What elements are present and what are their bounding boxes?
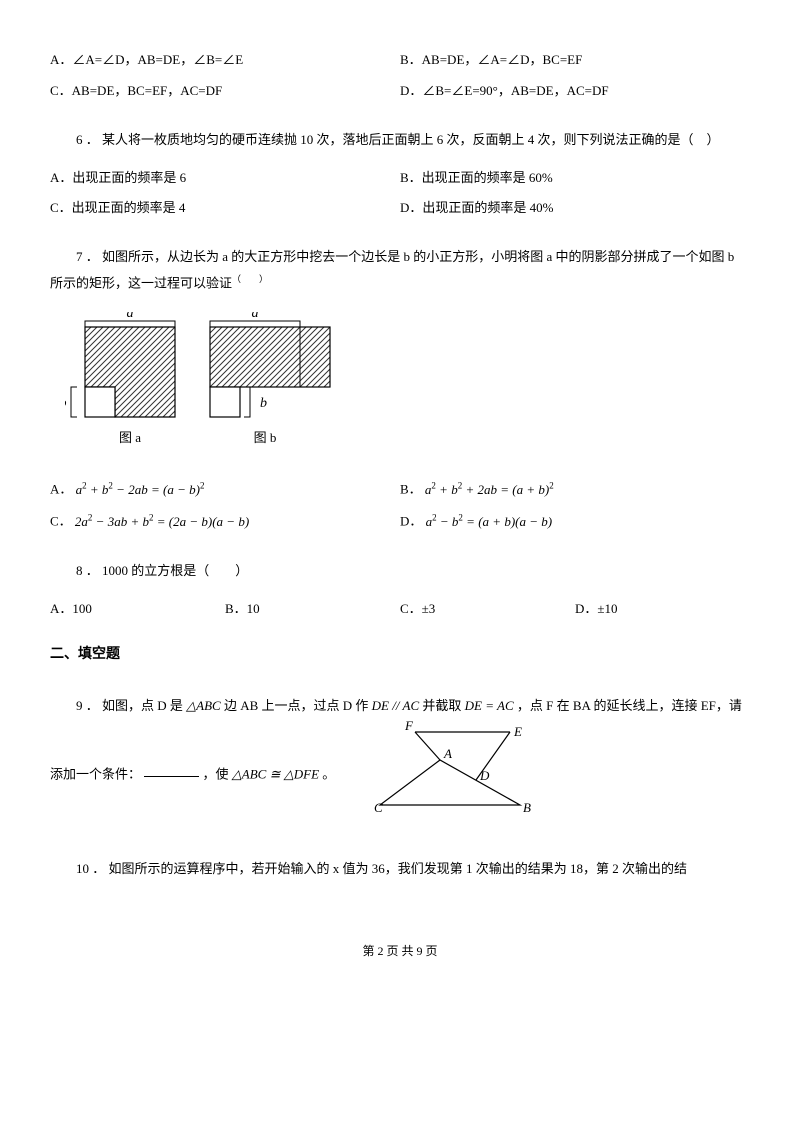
q7-paren: （ ） <box>232 274 268 284</box>
q6-opt-b: B．出现正面的频率是 60% <box>400 168 750 189</box>
q7-opt-a: A． a2 + b2 − 2ab = (a − b)2 <box>50 478 400 500</box>
q7-figA-top-label: a <box>127 312 134 321</box>
section2-title: 二、填空题 <box>50 644 750 666</box>
q7-figB-top-label: a <box>252 312 259 321</box>
q9-p1: 9 ． 如图，点 D 是 <box>76 698 183 713</box>
q6-stem: 6 ． 某人将一枚质地均匀的硬币连续抛 10 次，落地后正面朝上 6 次，反面朝… <box>50 127 750 153</box>
q7-opt-c: C． 2a2 − 3ab + b2 = (2a − b)(a − b) <box>50 510 400 532</box>
q7-opt-b: B． a2 + b2 + 2ab = (a + b)2 <box>400 478 750 500</box>
q6-opt-a: A．出现正面的频率是 6 <box>50 168 400 189</box>
page-footer: 第 2 页 共 9 页 <box>50 942 750 961</box>
q8-opt-b: B．10 <box>225 599 400 620</box>
q9-figure: C B A D F E <box>344 720 540 831</box>
q7-optB-prefix: B． <box>400 482 422 497</box>
q5-row1: A．∠A=∠D，AB=DE，∠B=∠E B．AB=DE，∠A=∠D，BC=EF <box>50 50 750 71</box>
q9-period: 。 <box>322 767 335 782</box>
q7-figA-left-label: b <box>65 396 67 411</box>
q9-label-C: C <box>374 800 383 815</box>
q6-row2: C．出现正面的频率是 4 D．出现正面的频率是 40% <box>50 198 750 219</box>
q7-stem: 7 ． 如图所示，从边长为 a 的大正方形中挖去一个边长是 b 的小正方形，小明… <box>50 244 750 296</box>
q9-label-A: A <box>443 746 452 761</box>
q7-opt-d: D． a2 − b2 = (a + b)(a − b) <box>400 510 750 532</box>
q9-cond2: DE = AC <box>465 698 514 713</box>
q6-row1: A．出现正面的频率是 6 B．出现正面的频率是 60% <box>50 168 750 189</box>
q5-opt-b: B．AB=DE，∠A=∠D，BC=EF <box>400 50 750 71</box>
q9-label-D: D <box>479 768 490 783</box>
q5-opt-c: C．AB=DE，BC=EF，AC=DF <box>50 81 400 102</box>
q7-figB-caption: 图 b <box>254 430 277 445</box>
q9-label-F: F <box>404 720 414 733</box>
q7-svg: a b 图 a a b 图 b <box>65 312 335 462</box>
q7-figure: a b 图 a a b 图 b <box>65 312 750 469</box>
q9-p5: ，使 <box>203 767 232 782</box>
q5-row2: C．AB=DE，BC=EF，AC=DF D．∠B=∠E=90°，AB=DE，AC… <box>50 81 750 102</box>
q7-optA-prefix: A． <box>50 482 72 497</box>
q9-p2: 边 AB 上一点，过点 D 作 <box>224 698 372 713</box>
q6-opt-d: D．出现正面的频率是 40% <box>400 198 750 219</box>
q10-stem: 10 ． 如图所示的运算程序中，若开始输入的 x 值为 36，我们发现第 1 次… <box>50 856 750 882</box>
q8-opt-d: D．±10 <box>575 599 750 620</box>
q9-p3: 并截取 <box>422 698 464 713</box>
q9-cong: △ABC ≅ △DFE <box>232 767 319 782</box>
q7-opts-row1: A． a2 + b2 − 2ab = (a − b)2 B． a2 + b2 +… <box>50 478 750 500</box>
q9-label-E: E <box>513 724 522 739</box>
q5-opt-d: D．∠B=∠E=90°，AB=DE，AC=DF <box>400 81 750 102</box>
q7-optC-prefix: C． <box>50 514 72 529</box>
q8-opt-c: C．±3 <box>400 599 575 620</box>
q9-blank <box>144 776 199 777</box>
q5-opt-a: A．∠A=∠D，AB=DE，∠B=∠E <box>50 50 400 71</box>
q8-opts: A．100 B．10 C．±3 D．±10 <box>50 599 750 620</box>
q9-cond1: DE // AC <box>372 698 419 713</box>
q9: 9 ． 如图，点 D 是 △ABC 边 AB 上一点，过点 D 作 DE // … <box>50 692 750 831</box>
q6-opt-c: C．出现正面的频率是 4 <box>50 198 400 219</box>
q8-stem: 8 ． 1000 的立方根是（ ） <box>50 558 750 584</box>
q7-opts-row2: C． 2a2 − 3ab + b2 = (2a − b)(a − b) D． a… <box>50 510 750 532</box>
q7-stem-text: 7 ． 如图所示，从边长为 a 的大正方形中挖去一个边长是 b 的小正方形，小明… <box>50 249 734 290</box>
q7-figA-caption: 图 a <box>119 430 141 445</box>
q7-optD-prefix: D． <box>400 514 422 529</box>
q9-tri1: △ABC <box>186 698 221 713</box>
q8-opt-a: A．100 <box>50 599 225 620</box>
q9-label-B: B <box>523 800 531 815</box>
q7-figB-right-label: b <box>260 396 267 411</box>
